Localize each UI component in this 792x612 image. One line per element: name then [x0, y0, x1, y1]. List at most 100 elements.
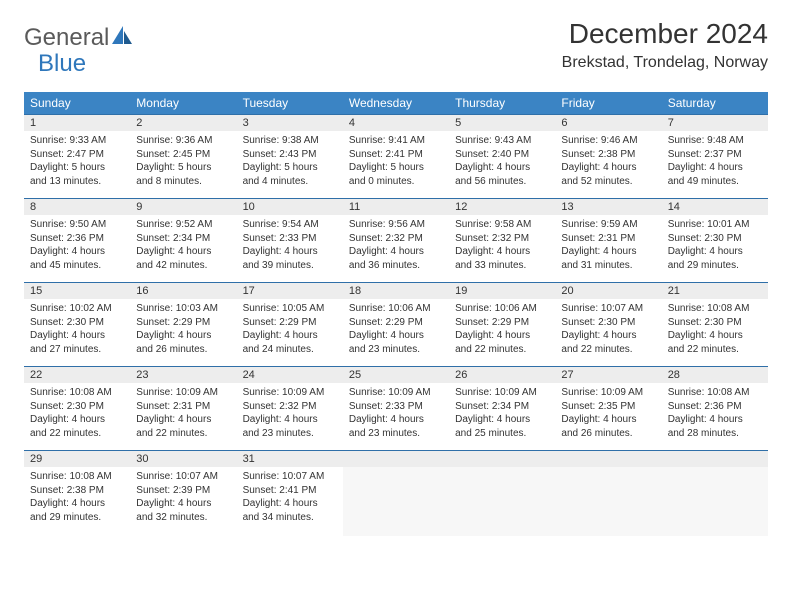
day-number: 26 — [449, 367, 555, 383]
day-number: 28 — [662, 367, 768, 383]
calendar-empty-cell — [555, 451, 661, 535]
day-number: 29 — [24, 451, 130, 467]
day-body: Sunrise: 10:09 AMSunset: 2:33 PMDaylight… — [343, 383, 449, 444]
day-number: 4 — [343, 115, 449, 131]
weekday-header: Tuesday — [237, 92, 343, 115]
day-body: Sunrise: 9:54 AMSunset: 2:33 PMDaylight:… — [237, 215, 343, 276]
logo-word1: General — [24, 24, 109, 51]
day-body: Sunrise: 9:52 AMSunset: 2:34 PMDaylight:… — [130, 215, 236, 276]
calendar-day-cell: 25Sunrise: 10:09 AMSunset: 2:33 PMDaylig… — [343, 367, 449, 451]
day-number: 1 — [24, 115, 130, 131]
day-body: Sunrise: 9:48 AMSunset: 2:37 PMDaylight:… — [662, 131, 768, 192]
calendar-day-cell: 31Sunrise: 10:07 AMSunset: 2:41 PMDaylig… — [237, 451, 343, 535]
calendar-week-row: 29Sunrise: 10:08 AMSunset: 2:38 PMDaylig… — [24, 451, 768, 535]
calendar-day-cell: 26Sunrise: 10:09 AMSunset: 2:34 PMDaylig… — [449, 367, 555, 451]
day-number: 6 — [555, 115, 661, 131]
weekday-header-row: SundayMondayTuesdayWednesdayThursdayFrid… — [24, 92, 768, 115]
calendar-week-row: 8Sunrise: 9:50 AMSunset: 2:36 PMDaylight… — [24, 199, 768, 283]
weekday-header: Saturday — [662, 92, 768, 115]
day-body: Sunrise: 9:38 AMSunset: 2:43 PMDaylight:… — [237, 131, 343, 192]
calendar-day-cell: 29Sunrise: 10:08 AMSunset: 2:38 PMDaylig… — [24, 451, 130, 535]
calendar-day-cell: 23Sunrise: 10:09 AMSunset: 2:31 PMDaylig… — [130, 367, 236, 451]
day-body: Sunrise: 9:41 AMSunset: 2:41 PMDaylight:… — [343, 131, 449, 192]
day-number: 27 — [555, 367, 661, 383]
calendar-day-cell: 12Sunrise: 9:58 AMSunset: 2:32 PMDayligh… — [449, 199, 555, 283]
calendar-day-cell: 3Sunrise: 9:38 AMSunset: 2:43 PMDaylight… — [237, 115, 343, 199]
day-number — [555, 451, 661, 467]
header: General Blue December 2024 Brekstad, Tro… — [24, 18, 768, 78]
day-number: 21 — [662, 283, 768, 299]
location: Brekstad, Trondelag, Norway — [562, 54, 768, 72]
weekday-header: Sunday — [24, 92, 130, 115]
calendar-day-cell: 5Sunrise: 9:43 AMSunset: 2:40 PMDaylight… — [449, 115, 555, 199]
calendar-week-row: 15Sunrise: 10:02 AMSunset: 2:30 PMDaylig… — [24, 283, 768, 367]
day-body: Sunrise: 10:08 AMSunset: 2:30 PMDaylight… — [662, 299, 768, 360]
day-body: Sunrise: 9:36 AMSunset: 2:45 PMDaylight:… — [130, 131, 236, 192]
calendar-day-cell: 11Sunrise: 9:56 AMSunset: 2:32 PMDayligh… — [343, 199, 449, 283]
day-body: Sunrise: 9:59 AMSunset: 2:31 PMDaylight:… — [555, 215, 661, 276]
day-number: 2 — [130, 115, 236, 131]
day-number: 12 — [449, 199, 555, 215]
calendar-day-cell: 20Sunrise: 10:07 AMSunset: 2:30 PMDaylig… — [555, 283, 661, 367]
day-body: Sunrise: 10:09 AMSunset: 2:34 PMDaylight… — [449, 383, 555, 444]
day-number: 14 — [662, 199, 768, 215]
day-body: Sunrise: 9:58 AMSunset: 2:32 PMDaylight:… — [449, 215, 555, 276]
calendar-day-cell: 10Sunrise: 9:54 AMSunset: 2:33 PMDayligh… — [237, 199, 343, 283]
day-number: 25 — [343, 367, 449, 383]
calendar-empty-cell — [449, 451, 555, 535]
calendar-empty-cell — [662, 451, 768, 535]
calendar-day-cell: 7Sunrise: 9:48 AMSunset: 2:37 PMDaylight… — [662, 115, 768, 199]
day-body: Sunrise: 10:09 AMSunset: 2:32 PMDaylight… — [237, 383, 343, 444]
day-number: 13 — [555, 199, 661, 215]
calendar-day-cell: 16Sunrise: 10:03 AMSunset: 2:29 PMDaylig… — [130, 283, 236, 367]
calendar-day-cell: 22Sunrise: 10:08 AMSunset: 2:30 PMDaylig… — [24, 367, 130, 451]
day-number: 7 — [662, 115, 768, 131]
day-number: 22 — [24, 367, 130, 383]
calendar-day-cell: 8Sunrise: 9:50 AMSunset: 2:36 PMDaylight… — [24, 199, 130, 283]
calendar-day-cell: 2Sunrise: 9:36 AMSunset: 2:45 PMDaylight… — [130, 115, 236, 199]
day-number: 3 — [237, 115, 343, 131]
calendar-table: SundayMondayTuesdayWednesdayThursdayFrid… — [24, 92, 768, 535]
day-body — [343, 467, 449, 536]
day-number: 20 — [555, 283, 661, 299]
day-number: 8 — [24, 199, 130, 215]
calendar-day-cell: 24Sunrise: 10:09 AMSunset: 2:32 PMDaylig… — [237, 367, 343, 451]
day-body: Sunrise: 10:09 AMSunset: 2:35 PMDaylight… — [555, 383, 661, 444]
weekday-header: Thursday — [449, 92, 555, 115]
calendar-week-row: 1Sunrise: 9:33 AMSunset: 2:47 PMDaylight… — [24, 115, 768, 199]
day-number: 19 — [449, 283, 555, 299]
calendar-day-cell: 6Sunrise: 9:46 AMSunset: 2:38 PMDaylight… — [555, 115, 661, 199]
day-number: 17 — [237, 283, 343, 299]
day-body: Sunrise: 9:56 AMSunset: 2:32 PMDaylight:… — [343, 215, 449, 276]
calendar-day-cell: 17Sunrise: 10:05 AMSunset: 2:29 PMDaylig… — [237, 283, 343, 367]
day-number: 10 — [237, 199, 343, 215]
day-body: Sunrise: 10:02 AMSunset: 2:30 PMDaylight… — [24, 299, 130, 360]
day-number: 5 — [449, 115, 555, 131]
day-number: 18 — [343, 283, 449, 299]
day-number: 31 — [237, 451, 343, 467]
calendar-day-cell: 19Sunrise: 10:06 AMSunset: 2:29 PMDaylig… — [449, 283, 555, 367]
calendar-day-cell: 1Sunrise: 9:33 AMSunset: 2:47 PMDaylight… — [24, 115, 130, 199]
day-number — [343, 451, 449, 467]
day-body: Sunrise: 10:06 AMSunset: 2:29 PMDaylight… — [449, 299, 555, 360]
calendar-body: 1Sunrise: 9:33 AMSunset: 2:47 PMDaylight… — [24, 115, 768, 535]
calendar-day-cell: 18Sunrise: 10:06 AMSunset: 2:29 PMDaylig… — [343, 283, 449, 367]
calendar-day-cell: 21Sunrise: 10:08 AMSunset: 2:30 PMDaylig… — [662, 283, 768, 367]
day-body: Sunrise: 10:09 AMSunset: 2:31 PMDaylight… — [130, 383, 236, 444]
day-number: 15 — [24, 283, 130, 299]
day-body: Sunrise: 10:08 AMSunset: 2:36 PMDaylight… — [662, 383, 768, 444]
day-body: Sunrise: 10:08 AMSunset: 2:30 PMDaylight… — [24, 383, 130, 444]
day-body: Sunrise: 9:50 AMSunset: 2:36 PMDaylight:… — [24, 215, 130, 276]
day-number: 24 — [237, 367, 343, 383]
day-body: Sunrise: 10:06 AMSunset: 2:29 PMDaylight… — [343, 299, 449, 360]
day-body — [555, 467, 661, 536]
logo-word2: Blue — [38, 50, 133, 78]
calendar-day-cell: 13Sunrise: 9:59 AMSunset: 2:31 PMDayligh… — [555, 199, 661, 283]
day-body: Sunrise: 10:08 AMSunset: 2:38 PMDaylight… — [24, 467, 130, 528]
day-number — [662, 451, 768, 467]
day-body: Sunrise: 9:46 AMSunset: 2:38 PMDaylight:… — [555, 131, 661, 192]
day-body: Sunrise: 10:07 AMSunset: 2:30 PMDaylight… — [555, 299, 661, 360]
calendar-week-row: 22Sunrise: 10:08 AMSunset: 2:30 PMDaylig… — [24, 367, 768, 451]
day-body: Sunrise: 10:01 AMSunset: 2:30 PMDaylight… — [662, 215, 768, 276]
calendar-day-cell: 4Sunrise: 9:41 AMSunset: 2:41 PMDaylight… — [343, 115, 449, 199]
